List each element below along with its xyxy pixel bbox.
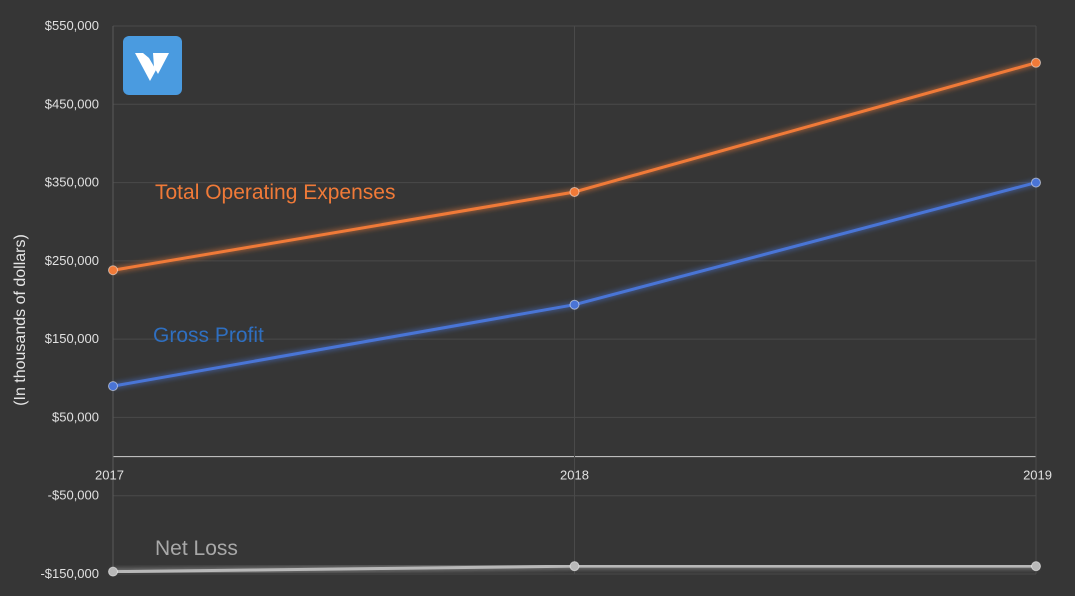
data-point <box>108 566 118 577</box>
data-point <box>569 561 580 572</box>
x-axis-tick-labels: 2017 2018 2019 <box>95 468 1052 483</box>
series-label: Total Operating Expenses <box>155 181 395 204</box>
y-axis-title: (In thousands of dollars) <box>12 234 29 406</box>
y-axis-tick-labels: $550,000 $450,000 $350,000 $250,000 $150,000… <box>40 18 99 581</box>
x-tick-label: 2017 <box>95 468 124 483</box>
y-tick-label: $250,000 <box>45 253 99 268</box>
data-point <box>1031 177 1041 188</box>
y-tick-label: -$150,000 <box>40 566 99 581</box>
series-labels: Total Operating Expenses Gross Profit Net … <box>153 181 395 560</box>
data-point <box>1031 57 1041 68</box>
series-label: Gross Profit <box>153 324 264 347</box>
data-point <box>1031 561 1041 572</box>
y-tick-label: $150,000 <box>45 331 99 346</box>
data-point <box>108 265 118 276</box>
y-tick-label: -$50,000 <box>48 488 99 503</box>
grid-lines <box>112 25 1037 575</box>
y-tick-label: $350,000 <box>45 175 99 190</box>
data-point <box>569 186 580 197</box>
x-tick-label: 2018 <box>560 468 589 483</box>
x-tick-label: 2019 <box>1023 468 1052 483</box>
series-label: Net Loss <box>155 537 238 560</box>
y-tick-label: $550,000 <box>45 18 99 33</box>
y-tick-label: $450,000 <box>45 96 99 111</box>
data-point <box>569 299 580 310</box>
y-tick-label: $50,000 <box>52 409 99 424</box>
v-logo-icon <box>123 36 182 95</box>
series-lines <box>108 57 1041 577</box>
data-point <box>108 381 118 392</box>
